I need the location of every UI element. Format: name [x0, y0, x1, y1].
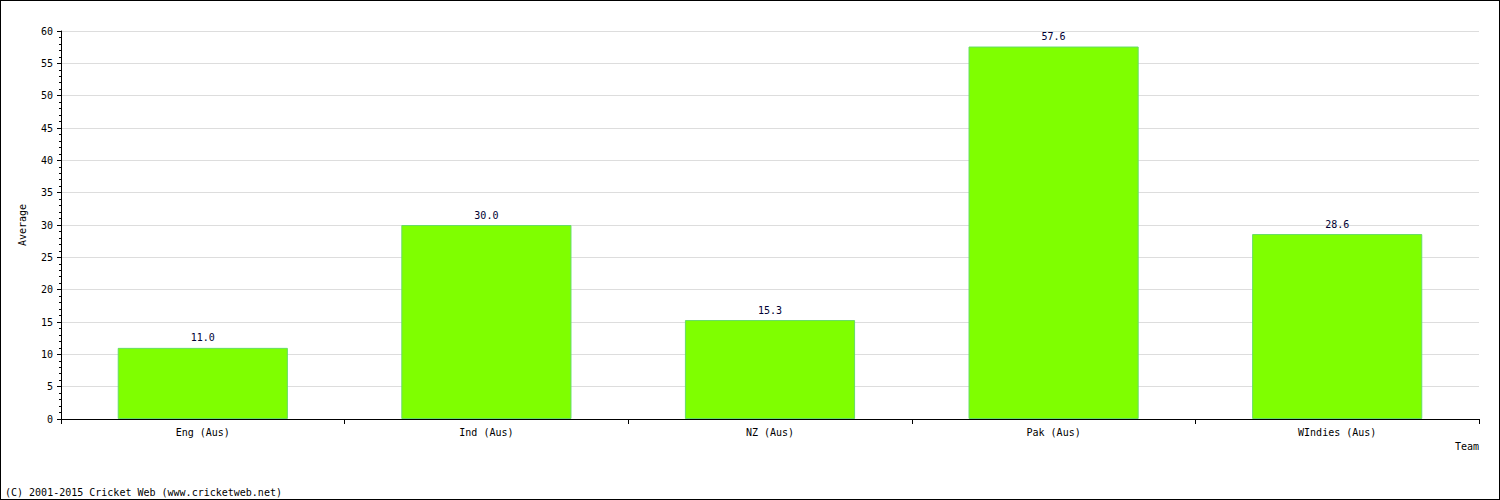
svg-text:30.0: 30.0 [474, 210, 498, 221]
svg-text:20: 20 [41, 284, 53, 295]
svg-text:35: 35 [41, 187, 53, 198]
svg-text:11.0: 11.0 [191, 332, 215, 343]
svg-text:15.3: 15.3 [758, 305, 782, 316]
svg-text:15: 15 [41, 317, 53, 328]
svg-text:NZ (Aus): NZ (Aus) [746, 427, 794, 438]
svg-text:50: 50 [41, 90, 53, 101]
svg-text:55: 55 [41, 58, 53, 69]
svg-text:40: 40 [41, 155, 53, 166]
svg-text:Eng (Aus): Eng (Aus) [176, 427, 230, 438]
svg-text:5: 5 [47, 381, 53, 392]
svg-text:60: 60 [41, 26, 53, 37]
svg-text:57.6: 57.6 [1042, 31, 1066, 42]
svg-text:28.6: 28.6 [1325, 219, 1349, 230]
svg-text:45: 45 [41, 123, 53, 134]
svg-text:Ind (Aus): Ind (Aus) [459, 427, 513, 438]
svg-text:10: 10 [41, 349, 53, 360]
svg-text:(C) 2001-2015 Cricket Web (www: (C) 2001-2015 Cricket Web (www.cricketwe… [5, 487, 282, 498]
svg-text:30: 30 [41, 220, 53, 231]
svg-text:25: 25 [41, 252, 53, 263]
svg-text:Pak (Aus): Pak (Aus) [1027, 427, 1081, 438]
svg-text:WIndies (Aus): WIndies (Aus) [1298, 427, 1376, 438]
svg-text:Average: Average [17, 204, 28, 246]
svg-text:0: 0 [47, 414, 53, 425]
svg-text:Team: Team [1455, 441, 1479, 452]
